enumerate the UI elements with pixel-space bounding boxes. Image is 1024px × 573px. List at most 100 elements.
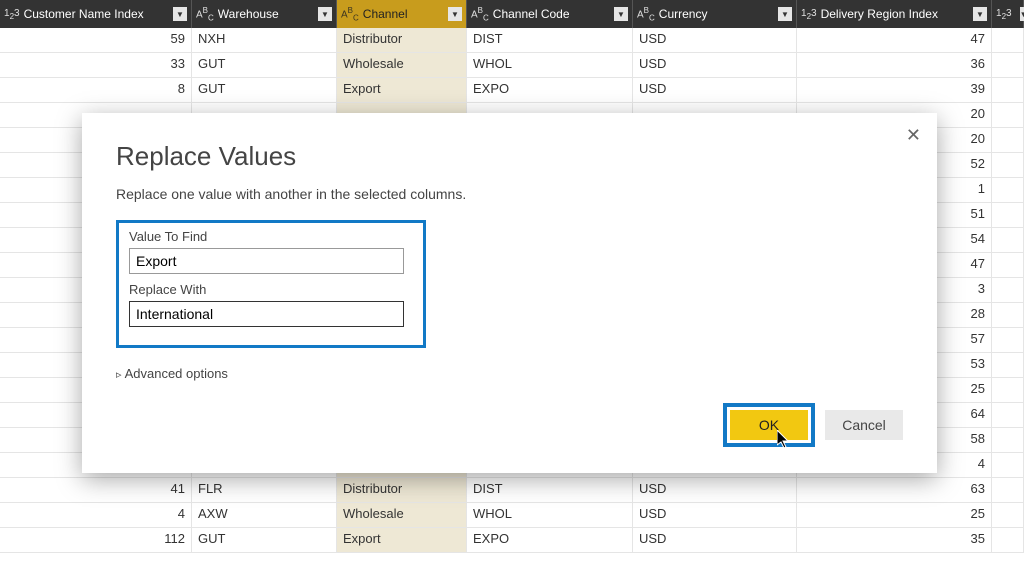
column-header[interactable]: ABC Currency ▼ [633, 0, 797, 28]
column-header[interactable]: 123 Customer Name Index ▼ [0, 0, 192, 28]
cancel-button[interactable]: Cancel [825, 410, 903, 440]
table-cell [992, 328, 1024, 352]
filter-dropdown-icon[interactable]: ▼ [173, 7, 187, 21]
table-cell [992, 153, 1024, 177]
table-cell: 33 [0, 53, 192, 77]
input-highlight-box: Value To Find Replace With [116, 220, 426, 348]
table-cell [992, 78, 1024, 102]
dialog-actions: OK Cancel [723, 403, 903, 447]
ok-button-highlight: OK [723, 403, 815, 447]
close-icon[interactable]: ✕ [906, 125, 921, 146]
table-cell: GUT [192, 78, 337, 102]
table-cell: 36 [797, 53, 992, 77]
table-cell: GUT [192, 528, 337, 552]
table-cell [992, 203, 1024, 227]
table-cell: FLR [192, 478, 337, 502]
column-label: Channel [363, 7, 444, 21]
datatype-icon: ABC [471, 6, 489, 22]
filter-dropdown-icon[interactable]: ▼ [448, 7, 462, 21]
table-cell [992, 453, 1024, 477]
table-cell: USD [633, 528, 797, 552]
table-cell: 25 [797, 503, 992, 527]
table-row[interactable]: 33GUTWholesaleWHOLUSD36 [0, 53, 1024, 78]
filter-dropdown-icon[interactable]: ▼ [614, 7, 628, 21]
table-cell: Export [337, 78, 467, 102]
table-cell: Wholesale [337, 503, 467, 527]
advanced-options-toggle[interactable]: Advanced options [116, 366, 903, 381]
table-cell: 41 [0, 478, 192, 502]
table-cell: USD [633, 28, 797, 52]
column-label: Currency [659, 7, 774, 21]
table-cell: NXH [192, 28, 337, 52]
table-cell: Distributor [337, 28, 467, 52]
table-cell: 4 [0, 503, 192, 527]
filter-dropdown-icon[interactable]: ▼ [318, 7, 332, 21]
table-cell: USD [633, 53, 797, 77]
replace-with-label: Replace With [129, 282, 413, 297]
table-cell: DIST [467, 28, 633, 52]
ok-button[interactable]: OK [730, 410, 808, 440]
table-cell [992, 303, 1024, 327]
table-cell [992, 53, 1024, 77]
table-cell: 63 [797, 478, 992, 502]
replace-values-dialog: ✕ Replace Values Replace one value with … [82, 113, 937, 473]
filter-dropdown-icon[interactable]: ▼ [1020, 7, 1024, 21]
table-cell [992, 428, 1024, 452]
column-label: Channel Code [493, 7, 610, 21]
table-cell: AXW [192, 503, 337, 527]
column-label: Warehouse [218, 7, 314, 21]
column-header[interactable]: ABC Channel Code ▼ [467, 0, 633, 28]
column-label: Customer Name Index [24, 7, 169, 21]
table-cell: 35 [797, 528, 992, 552]
datatype-icon: ABC [196, 6, 214, 22]
table-row[interactable]: 8GUTExportEXPOUSD39 [0, 78, 1024, 103]
table-cell: EXPO [467, 78, 633, 102]
table-cell: USD [633, 478, 797, 502]
table-cell: WHOL [467, 53, 633, 77]
table-row[interactable]: 4AXWWholesaleWHOLUSD25 [0, 503, 1024, 528]
table-cell [992, 503, 1024, 527]
table-cell [992, 403, 1024, 427]
table-cell [992, 128, 1024, 152]
table-row[interactable]: 112GUTExportEXPOUSD35 [0, 528, 1024, 553]
table-cell: WHOL [467, 503, 633, 527]
table-cell: 8 [0, 78, 192, 102]
replace-with-input[interactable] [129, 301, 404, 327]
table-cell [992, 528, 1024, 552]
table-cell [992, 178, 1024, 202]
table-cell [992, 103, 1024, 127]
datatype-icon: ABC [637, 6, 655, 22]
table-cell [992, 228, 1024, 252]
table-cell: 59 [0, 28, 192, 52]
filter-dropdown-icon[interactable]: ▼ [973, 7, 987, 21]
column-label: Delivery Region Index [821, 7, 969, 21]
datatype-icon: 123 [801, 8, 817, 21]
table-cell [992, 378, 1024, 402]
column-header[interactable]: 123 Delivery Region Index ▼ [797, 0, 992, 28]
table-cell [992, 353, 1024, 377]
table-row[interactable]: 41FLRDistributorDISTUSD63 [0, 478, 1024, 503]
table-cell: 39 [797, 78, 992, 102]
column-header[interactable]: ABC Warehouse ▼ [192, 0, 337, 28]
column-header[interactable]: ABCChannel▼ [337, 0, 467, 28]
table-cell: USD [633, 503, 797, 527]
table-cell: Wholesale [337, 53, 467, 77]
datatype-icon: 123 [4, 8, 20, 21]
table-cell [992, 278, 1024, 302]
table-cell: DIST [467, 478, 633, 502]
table-cell: 47 [797, 28, 992, 52]
column-header[interactable]: 123▼ [992, 0, 1024, 28]
table-cell [992, 253, 1024, 277]
grid-header: 123 Customer Name Index ▼ ABC Warehouse ▼ ABC C… [0, 0, 1024, 28]
value-to-find-label: Value To Find [129, 229, 413, 244]
table-cell [992, 478, 1024, 502]
value-to-find-input[interactable] [129, 248, 404, 274]
table-cell: GUT [192, 53, 337, 77]
table-row[interactable]: 59NXHDistributorDISTUSD47 [0, 28, 1024, 53]
filter-dropdown-icon[interactable]: ▼ [778, 7, 792, 21]
table-cell [992, 28, 1024, 52]
table-cell: EXPO [467, 528, 633, 552]
table-cell: Export [337, 528, 467, 552]
dialog-description: Replace one value with another in the se… [116, 186, 903, 202]
table-cell: USD [633, 78, 797, 102]
